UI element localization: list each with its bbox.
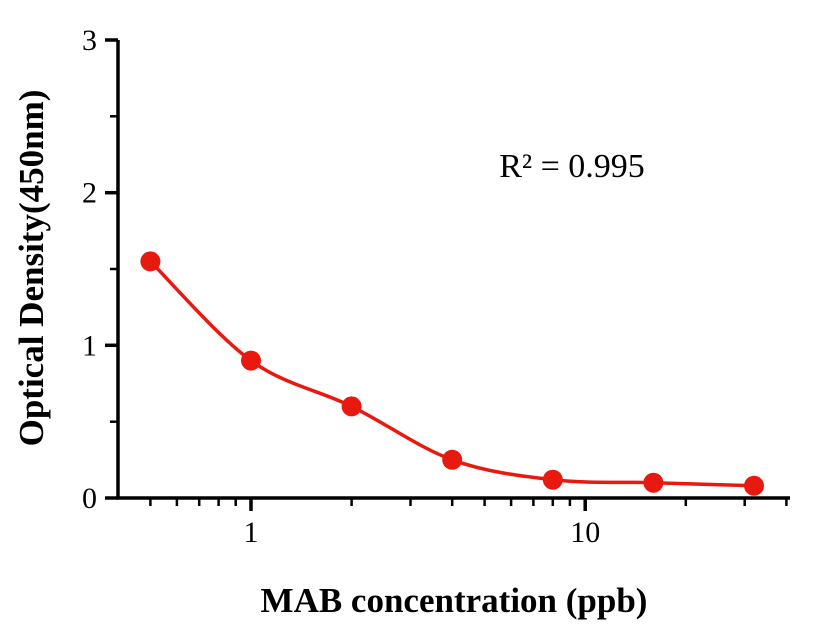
x-axis-title: MAB concentration (ppb) — [260, 581, 648, 620]
y-tick-label: 3 — [82, 24, 97, 57]
r-squared-annotation: R² = 0.995 — [499, 148, 645, 185]
data-point — [442, 449, 463, 470]
data-point — [542, 469, 563, 490]
data-point — [643, 472, 664, 493]
data-point — [341, 396, 362, 417]
data-point — [140, 251, 161, 272]
x-tick-label: 10 — [570, 516, 600, 549]
axes-frame — [116, 40, 790, 500]
y-tick-label: 2 — [82, 177, 97, 210]
x-tick-label: 1 — [244, 516, 259, 549]
y-tick-label: 1 — [82, 329, 97, 362]
data-point — [744, 475, 764, 496]
data-point — [241, 350, 261, 371]
y-axis-title: Optical Density(450nm) — [12, 89, 51, 447]
y-tick-label: 0 — [82, 482, 97, 515]
